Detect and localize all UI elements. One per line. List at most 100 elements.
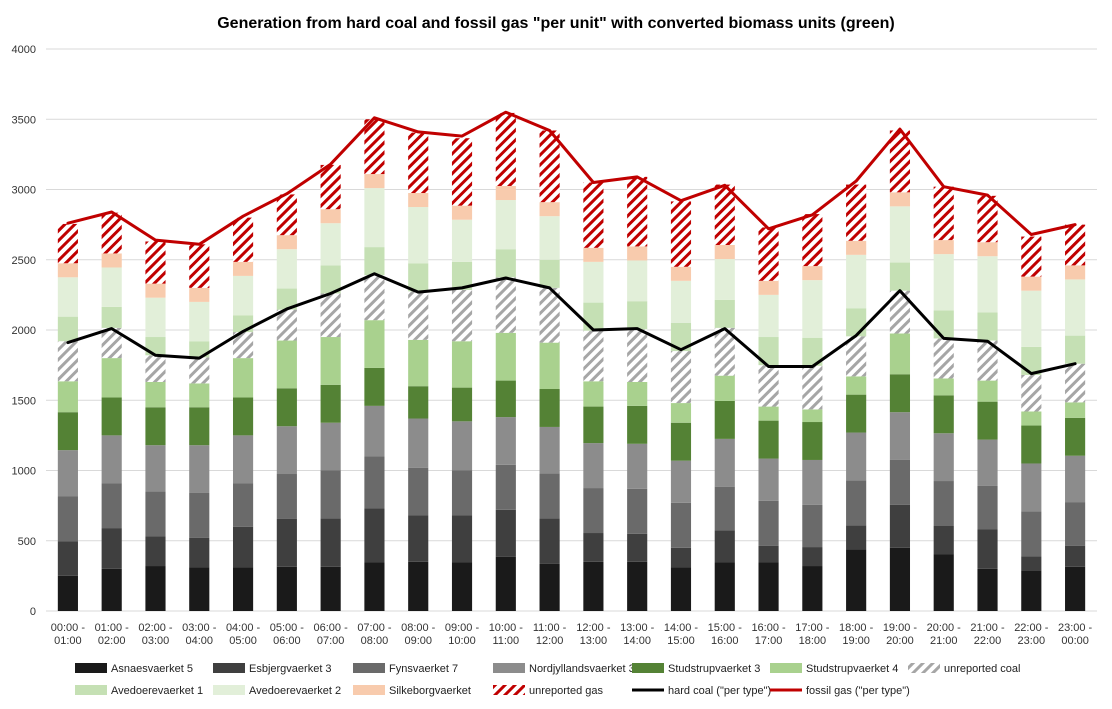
bar-avedoerevaerket-1-5 — [276, 288, 297, 310]
bar-avedoerevaerket-2-20 — [933, 254, 954, 311]
x-tick-line-1: 15:00 - — [708, 622, 743, 634]
bar-asnaesvaerket-5-23 — [1065, 566, 1086, 611]
bar-fynsvaerket-7-21 — [977, 485, 998, 530]
x-tick-line-1: 00:00 - — [51, 622, 86, 634]
x-tick-line-1: 11:00 - — [533, 622, 567, 634]
x-tick-line-1: 17:00 - — [795, 622, 830, 634]
bar-studstrupvaerket-3-14 — [670, 422, 692, 461]
x-tick-label: 16:00 -17:00 — [751, 622, 786, 647]
bar-studstrupvaerket-3-18 — [846, 394, 867, 433]
bar-avedoerevaerket-1-22 — [1021, 346, 1042, 375]
bar-fynsvaerket-7-13 — [627, 488, 648, 534]
bar-avedoerevaerket-2-4 — [232, 275, 254, 316]
bar-unreported-coal-21 — [977, 340, 998, 381]
x-tick-line-1: 07:00 - — [357, 622, 392, 634]
bar-avedoerevaerket-2-13 — [627, 260, 648, 302]
legend-label: Nordjyllandsvaerket 3 — [529, 663, 635, 675]
bar-avedoerevaerket-2-21 — [977, 256, 998, 313]
bar-studstrupvaerket-3-12 — [583, 406, 604, 444]
legend-item-asnaesvaerket-5: Asnaesvaerket 5 — [75, 663, 193, 675]
y-tick-label: 3500 — [12, 114, 36, 126]
bar-unreported-gas-0 — [57, 223, 78, 264]
x-tick-line-2: 08:00 — [361, 635, 389, 647]
bar-fynsvaerket-7-20 — [933, 481, 954, 526]
x-tick-line-2: 06:00 — [273, 635, 301, 647]
bar-studstrupvaerket-4-6 — [320, 337, 341, 385]
bar-studstrupvaerket-3-15 — [714, 400, 735, 439]
x-tick-label: 04:00 -05:00 — [226, 622, 261, 647]
x-tick-line-2: 11:00 — [492, 635, 519, 647]
bar-unreported-coal-16 — [758, 365, 779, 407]
x-tick-label: 19:00 -20:00 — [883, 622, 918, 647]
y-axis-ticks: 0 500 1000 1500 2000 2500 3000 3500 4000 — [12, 44, 36, 618]
bar-avedoerevaerket-1-7 — [364, 247, 385, 276]
bar-esbjergvaerket-3-12 — [583, 533, 604, 562]
bar-unreported-coal-12 — [583, 330, 604, 382]
bar-esbjergvaerket-3-0 — [57, 541, 78, 576]
bar-avedoerevaerket-2-5 — [276, 249, 297, 289]
legend-item-silkeborgvaerket: Silkeborgvaerket — [353, 685, 471, 697]
bar-avedoerevaerket-2-6 — [320, 223, 341, 266]
x-tick-line-1: 02:00 - — [138, 622, 173, 634]
x-tick-label: 02:00 -03:00 — [138, 622, 173, 647]
bar-studstrupvaerket-3-22 — [1021, 425, 1042, 464]
x-tick-line-2: 17:00 — [755, 635, 783, 647]
bar-studstrupvaerket-4-22 — [1021, 411, 1042, 426]
bar-unreported-gas-18 — [846, 184, 867, 241]
legend-item-fynsvaerket-7: Fynsvaerket 7 — [353, 663, 458, 675]
x-tick-line-1: 12:00 - — [576, 622, 611, 634]
x-tick-line-2: 09:00 — [404, 635, 432, 647]
bar-avedoerevaerket-1-14 — [670, 322, 692, 352]
legend-swatch — [353, 663, 385, 673]
bar-esbjergvaerket-3-11 — [539, 518, 560, 564]
x-tick-label: 00:00 -01:00 — [51, 622, 86, 647]
y-tick-label: 1500 — [12, 395, 36, 407]
legend-label: fossil gas ("per type") — [806, 685, 910, 697]
bar-silkeborgvaerket-20 — [933, 240, 954, 255]
bar-avedoerevaerket-2-14 — [670, 280, 692, 323]
bar-studstrupvaerket-3-5 — [276, 388, 297, 427]
bar-avedoerevaerket-2-16 — [758, 294, 779, 338]
bar-fynsvaerket-7-19 — [889, 459, 911, 505]
bar-fynsvaerket-7-14 — [670, 502, 692, 548]
bar-nordjyllandsvaerket-3-11 — [539, 426, 560, 474]
x-tick-label: 22:00 -23:00 — [1014, 622, 1049, 647]
y-tick-label: 500 — [18, 536, 36, 548]
bar-esbjergvaerket-3-16 — [758, 545, 779, 563]
bar-avedoerevaerket-1-12 — [583, 302, 604, 331]
bar-esbjergvaerket-3-14 — [670, 547, 692, 568]
x-tick-label: 18:00 -19:00 — [839, 622, 874, 647]
x-tick-label: 12:00 -13:00 — [576, 622, 611, 647]
x-tick-line-1: 09:00 - — [445, 622, 480, 634]
bar-esbjergvaerket-3-5 — [276, 518, 297, 567]
bar-unreported-gas-7 — [364, 119, 385, 175]
bar-unreported-coal-4 — [232, 332, 254, 359]
bar-studstrupvaerket-4-0 — [57, 381, 78, 413]
bar-avedoerevaerket-2-8 — [408, 207, 429, 264]
bar-fynsvaerket-7-6 — [320, 470, 341, 519]
x-tick-label: 13:00 -14:00 — [620, 622, 655, 647]
bar-fynsvaerket-7-7 — [364, 456, 385, 509]
bar-studstrupvaerket-3-8 — [408, 386, 429, 419]
bar-studstrupvaerket-4-12 — [583, 381, 604, 407]
bar-esbjergvaerket-3-9 — [451, 515, 473, 563]
bar-studstrupvaerket-4-18 — [846, 376, 867, 395]
x-tick-line-2: 01:00 — [54, 635, 82, 647]
bar-studstrupvaerket-4-23 — [1065, 402, 1086, 418]
bar-studstrupvaerket-3-17 — [802, 422, 823, 460]
legend-label: Studstrupvaerket 4 — [806, 663, 898, 675]
bar-nordjyllandsvaerket-3-7 — [364, 405, 385, 457]
bar-studstrupvaerket-4-3 — [189, 383, 210, 408]
bar-asnaesvaerket-5-12 — [583, 561, 604, 611]
bar-unreported-gas-11 — [539, 130, 560, 203]
x-tick-line-1: 14:00 - — [664, 622, 699, 634]
bar-studstrupvaerket-3-0 — [57, 412, 78, 451]
bar-esbjergvaerket-3-20 — [933, 525, 954, 555]
bar-esbjergvaerket-3-18 — [846, 525, 867, 550]
bar-unreported-gas-10 — [495, 112, 516, 186]
x-tick-line-1: 04:00 - — [226, 622, 261, 634]
bar-nordjyllandsvaerket-3-5 — [276, 426, 297, 475]
x-tick-line-2: 19:00 — [842, 635, 870, 647]
bar-unreported-coal-5 — [276, 309, 297, 341]
